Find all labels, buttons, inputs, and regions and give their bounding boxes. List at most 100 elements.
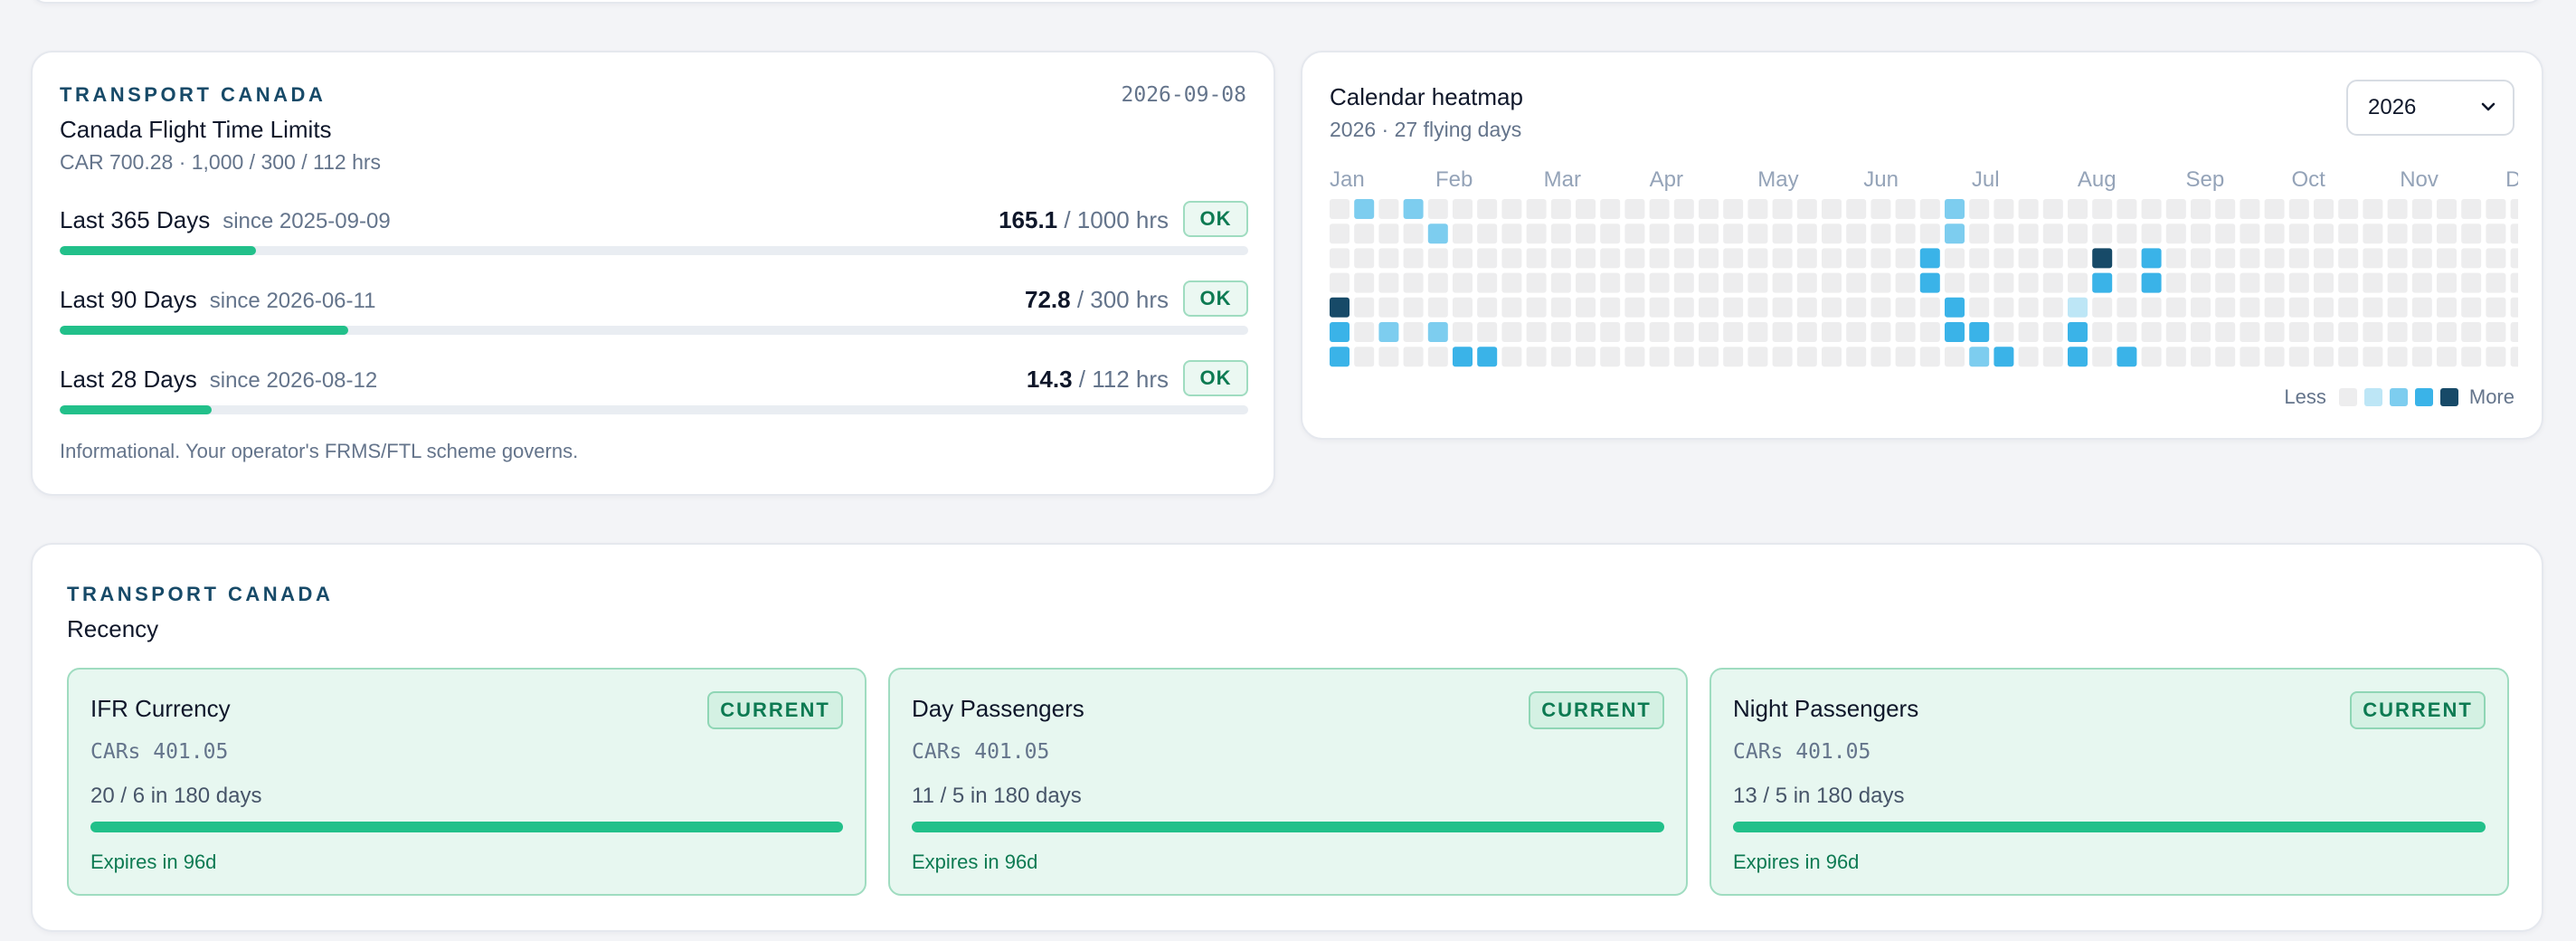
- heatmap-cell[interactable]: [1649, 248, 1670, 269]
- heatmap-cell[interactable]: [1526, 347, 1547, 367]
- heatmap-cell-active[interactable]: [2068, 322, 2088, 342]
- heatmap-cell[interactable]: [1822, 297, 1842, 318]
- heatmap-cell[interactable]: [2314, 322, 2334, 342]
- heatmap-cell[interactable]: [1846, 248, 1867, 269]
- heatmap-cell[interactable]: [2117, 322, 2137, 342]
- heatmap-cell[interactable]: [1994, 248, 2014, 269]
- heatmap-cell[interactable]: [1378, 223, 1399, 244]
- heatmap-cell-active[interactable]: [1453, 347, 1473, 367]
- heatmap-cell[interactable]: [2117, 199, 2137, 219]
- heatmap-cell[interactable]: [1822, 272, 1842, 293]
- heatmap-cell[interactable]: [1723, 297, 1744, 318]
- heatmap-cell[interactable]: [1796, 248, 1817, 269]
- heatmap-cell[interactable]: [1477, 248, 1498, 269]
- heatmap-cell-active[interactable]: [1354, 199, 1375, 219]
- heatmap-cell[interactable]: [2240, 347, 2260, 367]
- heatmap-cell[interactable]: [1501, 248, 1522, 269]
- heatmap-cell[interactable]: [1501, 272, 1522, 293]
- heatmap-cell[interactable]: [2486, 199, 2506, 219]
- heatmap-cell[interactable]: [1501, 223, 1522, 244]
- heatmap-cell[interactable]: [1453, 322, 1473, 342]
- heatmap-cell[interactable]: [1895, 199, 1916, 219]
- heatmap-cell-active[interactable]: [1427, 223, 1448, 244]
- heatmap-cell[interactable]: [2165, 248, 2186, 269]
- heatmap-cell[interactable]: [1846, 199, 1867, 219]
- heatmap-cell-active[interactable]: [1919, 272, 1940, 293]
- heatmap-cell[interactable]: [1994, 272, 2014, 293]
- heatmap-cell[interactable]: [2288, 297, 2309, 318]
- heatmap-cell[interactable]: [2486, 248, 2506, 269]
- heatmap-cell[interactable]: [1427, 272, 1448, 293]
- heatmap-cell[interactable]: [1550, 199, 1571, 219]
- heatmap-cell[interactable]: [1453, 297, 1473, 318]
- heatmap-cell[interactable]: [2191, 297, 2211, 318]
- heatmap-cell[interactable]: [2363, 297, 2383, 318]
- heatmap-cell[interactable]: [2338, 272, 2359, 293]
- heatmap-cell[interactable]: [1624, 223, 1645, 244]
- heatmap-cell[interactable]: [1600, 272, 1621, 293]
- heatmap-cell[interactable]: [1919, 199, 1940, 219]
- heatmap-cell[interactable]: [1699, 297, 1719, 318]
- heatmap-cell[interactable]: [1526, 297, 1547, 318]
- heatmap-cell[interactable]: [1895, 272, 1916, 293]
- heatmap-cell[interactable]: [2288, 272, 2309, 293]
- heatmap-cell[interactable]: [1895, 223, 1916, 244]
- heatmap-cell[interactable]: [1550, 272, 1571, 293]
- heatmap-cell[interactable]: [1945, 272, 1965, 293]
- heatmap-cell[interactable]: [1600, 223, 1621, 244]
- heatmap-cell[interactable]: [1994, 223, 2014, 244]
- heatmap-cell[interactable]: [2338, 347, 2359, 367]
- heatmap-cell[interactable]: [1846, 322, 1867, 342]
- heatmap-cell-active[interactable]: [2117, 347, 2137, 367]
- heatmap-cell[interactable]: [2387, 248, 2408, 269]
- heatmap-cell[interactable]: [2240, 322, 2260, 342]
- heatmap-cell[interactable]: [1501, 297, 1522, 318]
- heatmap-cell[interactable]: [2387, 322, 2408, 342]
- heatmap-cell[interactable]: [1994, 199, 2014, 219]
- heatmap-cell[interactable]: [1600, 248, 1621, 269]
- heatmap-cell[interactable]: [1550, 223, 1571, 244]
- heatmap-cell[interactable]: [1453, 223, 1473, 244]
- heatmap-cell[interactable]: [2510, 199, 2518, 219]
- heatmap-cell[interactable]: [2042, 322, 2063, 342]
- heatmap-cell[interactable]: [2314, 297, 2334, 318]
- heatmap-cell[interactable]: [1846, 272, 1867, 293]
- heatmap-cell[interactable]: [1723, 322, 1744, 342]
- heatmap-cell[interactable]: [1453, 272, 1473, 293]
- heatmap-cell[interactable]: [1453, 248, 1473, 269]
- heatmap-cell[interactable]: [1403, 248, 1424, 269]
- heatmap-cell[interactable]: [2387, 297, 2408, 318]
- heatmap-cell[interactable]: [1945, 248, 1965, 269]
- heatmap-cell[interactable]: [1477, 297, 1498, 318]
- heatmap-cell[interactable]: [2486, 297, 2506, 318]
- heatmap-cell[interactable]: [2141, 347, 2162, 367]
- heatmap-cell[interactable]: [1895, 297, 1916, 318]
- heatmap-cell[interactable]: [2510, 248, 2518, 269]
- heatmap-cell[interactable]: [1624, 248, 1645, 269]
- heatmap-cell[interactable]: [2042, 272, 2063, 293]
- heatmap-cell[interactable]: [1870, 322, 1891, 342]
- heatmap-cell[interactable]: [2288, 248, 2309, 269]
- heatmap-cell[interactable]: [1526, 223, 1547, 244]
- heatmap-cell[interactable]: [1673, 322, 1694, 342]
- heatmap-cell[interactable]: [2288, 223, 2309, 244]
- heatmap-cell[interactable]: [1796, 199, 1817, 219]
- heatmap-cell[interactable]: [2092, 322, 2113, 342]
- heatmap-cell[interactable]: [2165, 322, 2186, 342]
- heatmap-cell[interactable]: [2264, 248, 2285, 269]
- heatmap-cell-active[interactable]: [1969, 322, 1990, 342]
- heatmap-cell[interactable]: [1796, 297, 1817, 318]
- heatmap-cell[interactable]: [1378, 272, 1399, 293]
- heatmap-cell[interactable]: [1822, 248, 1842, 269]
- heatmap-cell[interactable]: [2068, 223, 2088, 244]
- heatmap-cell-active[interactable]: [1330, 322, 1350, 342]
- heatmap-cell[interactable]: [1624, 272, 1645, 293]
- heatmap-cell[interactable]: [2042, 297, 2063, 318]
- heatmap-cell[interactable]: [1772, 347, 1793, 367]
- heatmap-cell[interactable]: [2314, 248, 2334, 269]
- heatmap-cell[interactable]: [2437, 272, 2457, 293]
- heatmap-cell[interactable]: [2215, 248, 2236, 269]
- heatmap-cell[interactable]: [2191, 272, 2211, 293]
- heatmap-cell-active[interactable]: [1403, 199, 1424, 219]
- heatmap-cell[interactable]: [1378, 199, 1399, 219]
